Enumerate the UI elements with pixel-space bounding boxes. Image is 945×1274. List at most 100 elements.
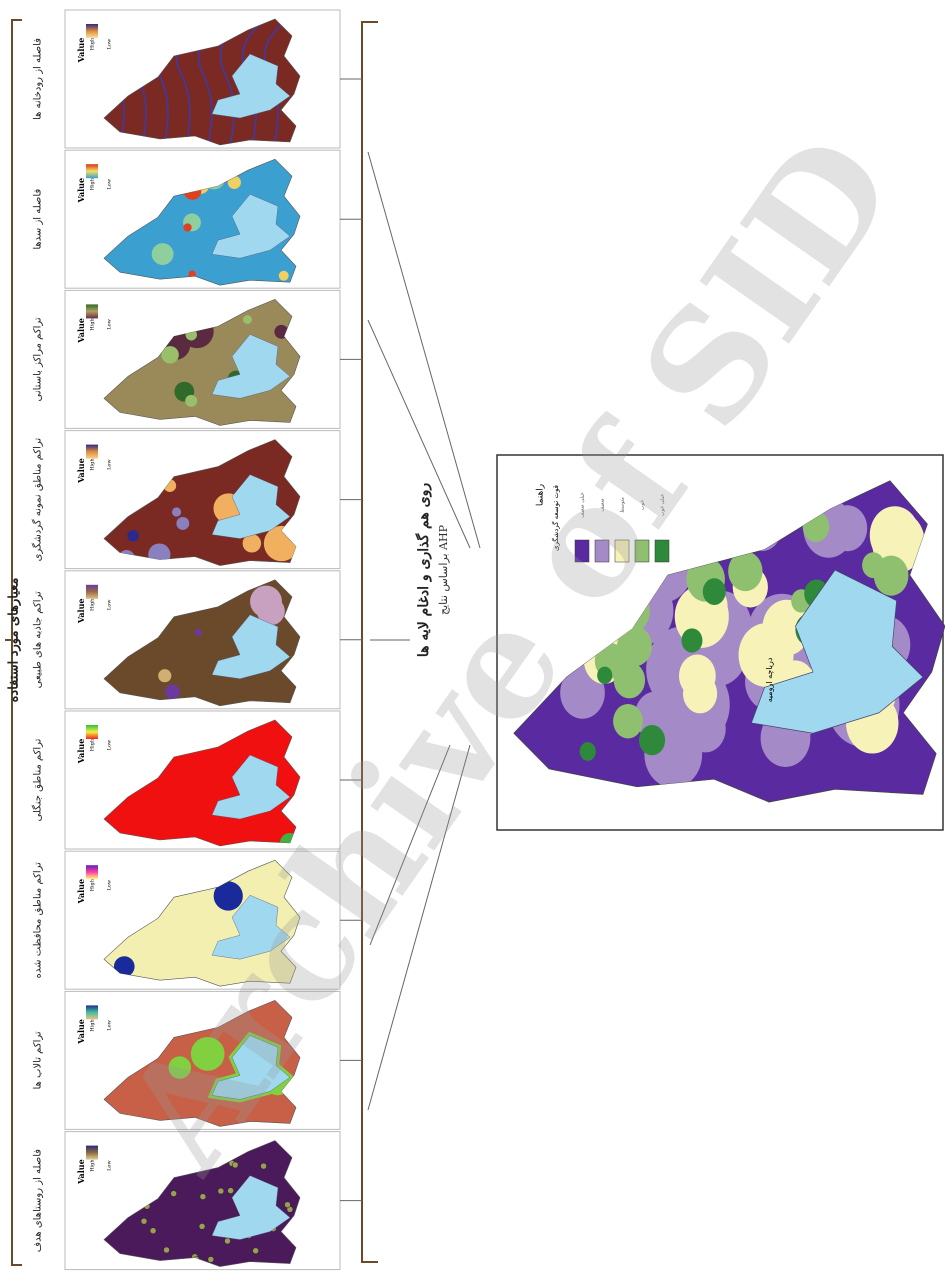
legend-high: High [90,317,96,330]
legend-high: High [90,598,96,611]
map-blob [168,1056,192,1079]
panel-label: تراکم مناطق نمونه گردشگری [32,438,44,562]
map-blob [227,1187,234,1194]
legend-ramp [86,1005,98,1020]
map-blob [224,1237,231,1245]
legend-subtitle: قوت توسعه گردشگری [551,485,560,551]
legend-swatch [634,539,650,563]
map-blob [284,1201,291,1209]
map-blob [113,956,135,977]
legend-low: Low [107,1160,113,1171]
map-blob [176,517,190,530]
legend-ramp [86,725,98,739]
lake [211,1035,291,1100]
legend-low: Low [107,879,113,890]
lake [211,53,291,119]
map-blob [199,1193,207,1200]
panel-label: تراکم تالاب ها [33,1031,44,1089]
criteria-title: معیارهای مورد استفاده [7,578,22,703]
process-subtitle: براساس نتایج AHP [437,524,450,615]
map-blob [127,530,139,542]
lake [750,569,924,734]
map-class-area [873,555,909,596]
criterion-map [103,299,301,426]
map-class-area [681,628,703,653]
panel: تراکم مناطق محافظت شده Value High Low [33,850,362,990]
panel: تراکم تالاب ها Value High Low [33,990,362,1130]
legend-swatch [654,539,670,563]
panel-label: فاصله از سدها [33,189,44,250]
map-class-area [579,742,596,761]
legend-title: Value [76,598,86,624]
legend-class: خیلی ضعیف [580,492,586,517]
legend-swatch [594,539,610,563]
map-blob [158,669,172,683]
map-class-area [827,505,868,552]
legend-ramp [86,444,98,459]
legend-class: متوسط [620,497,626,513]
legend-title: راهنما [536,484,546,506]
map-class-area [738,623,794,687]
map-class-area [616,625,652,667]
panel-label: فاصله از رودخانه ها [33,38,44,120]
map-blob [149,1227,157,1234]
map-blob [170,1190,177,1197]
map-blob [194,628,203,637]
legend-class: ضعیف [600,498,606,511]
legend-ramp [86,24,98,38]
map-blob [165,684,180,700]
legend-high: High [90,1018,96,1031]
panel: فاصله از رودخانه ها Value High Low [33,9,362,149]
legend-low: Low [107,178,113,189]
panel-label: تراکم مراکز باستانی [33,317,44,401]
panel: فاصله از روستاهای هدف Value High Low [33,1131,362,1271]
bracket [5,19,22,1266]
legend-swatch [574,539,590,563]
panel-label: فاصله از روستاهای هدف [33,1149,44,1252]
process-title: روی هم گذاری و ادغام لایه ها [415,483,432,657]
map-blob [213,881,243,911]
legend-high: High [90,1159,96,1172]
map-blob [278,270,289,281]
panel: تراکم مناطق جنگلی Value High Low [32,710,362,850]
map-class-area [678,654,716,698]
lake [211,1175,291,1240]
panel: فاصله از سدها Value High Low [33,149,362,289]
legend-title: Value [76,879,86,905]
map-blob [163,1246,170,1254]
legend-low: Low [107,1019,113,1030]
map-class-area [597,666,613,685]
legend-high: High [90,878,96,891]
criterion-map [103,859,301,987]
map-blob [171,507,182,517]
map-blob [260,1162,267,1170]
map-blob [231,1161,239,1169]
legend-title: Value [76,178,86,204]
lake [211,754,291,820]
legend-ramp [86,865,98,880]
map-blob [161,346,179,364]
map-blob [183,223,192,232]
legend-high: High [90,177,96,190]
map-blob [190,1037,225,1071]
legend-high: High [90,37,96,50]
criterion-map [103,1000,301,1127]
map-class-area [638,725,666,756]
panel-label: تراکم مناطق جنگلی [32,738,44,821]
map-class-area [869,506,920,565]
legend-ramp [86,584,98,599]
map-blob [198,1223,206,1230]
lake [211,193,291,259]
panel: تراکم مناطق نمونه گردشگری Value High Low [32,430,362,570]
legend-low: Low [107,459,113,470]
legend-ramp [86,1145,98,1160]
map-blob [151,243,174,265]
map-blob [250,585,282,618]
legend-class: خیلی خوب [660,494,666,516]
panel-label: تراکم جاذبه های طبیعی [33,591,44,688]
lake [211,334,291,399]
map-class-area [702,578,726,605]
legend-title: Value [76,318,86,344]
lake-label: دریاچه ارومیه [765,657,774,702]
legend-title: Value [76,38,86,64]
